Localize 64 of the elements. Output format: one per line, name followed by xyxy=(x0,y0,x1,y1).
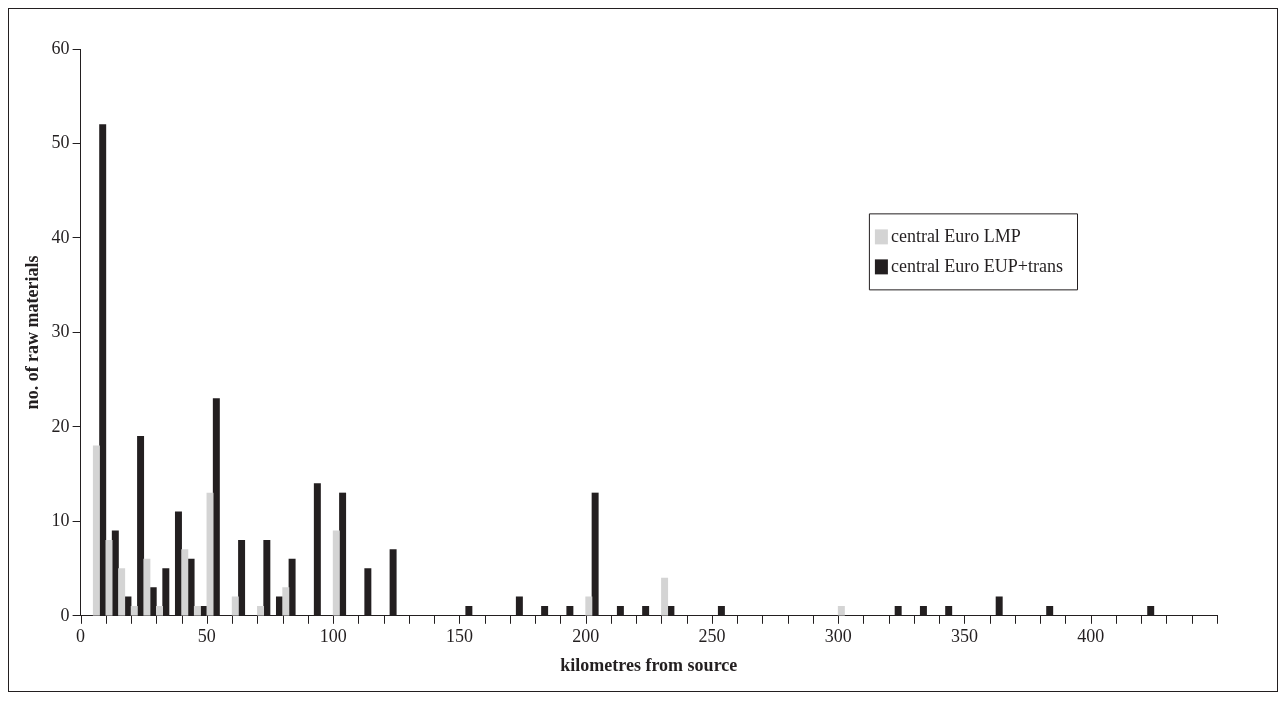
bar xyxy=(566,606,574,616)
bar xyxy=(1147,606,1155,616)
bar xyxy=(162,568,170,616)
y-tick-label: 50 xyxy=(51,132,70,153)
bar xyxy=(149,587,157,616)
x-axis-title: kilometres from source xyxy=(560,654,738,675)
bar xyxy=(174,511,182,616)
y-tick-label: 30 xyxy=(51,321,70,342)
bar xyxy=(263,539,271,616)
bar xyxy=(282,587,290,616)
legend-label: central Euro LMP xyxy=(890,226,1021,247)
x-tick-label: 150 xyxy=(445,626,473,647)
bar xyxy=(92,445,100,616)
bar xyxy=(515,596,523,616)
bar xyxy=(541,606,549,616)
bar xyxy=(717,606,725,616)
bar xyxy=(995,596,1003,616)
bar xyxy=(212,398,220,616)
bar xyxy=(389,549,397,616)
bar xyxy=(339,492,347,616)
bar xyxy=(661,577,669,616)
y-tick-label: 0 xyxy=(60,604,70,625)
x-tick-label: 50 xyxy=(197,626,216,647)
bar xyxy=(99,124,107,616)
x-tick-label: 100 xyxy=(319,626,347,647)
bar xyxy=(616,606,624,616)
bar xyxy=(137,435,145,616)
bar xyxy=(837,606,845,616)
bar xyxy=(143,558,151,616)
bar xyxy=(288,558,296,616)
y-tick-label: 40 xyxy=(51,226,70,247)
x-tick-label: 250 xyxy=(698,626,726,647)
bar xyxy=(181,549,189,616)
bar xyxy=(364,568,372,616)
x-tick-label: 0 xyxy=(76,626,86,647)
bar xyxy=(585,596,593,616)
y-tick-label: 20 xyxy=(51,415,70,436)
bar xyxy=(591,492,599,616)
x-tick-label: 350 xyxy=(950,626,978,647)
bar xyxy=(642,606,650,616)
bar xyxy=(187,558,195,616)
bar xyxy=(945,606,953,616)
bar xyxy=(332,530,340,616)
y-tick-label: 60 xyxy=(51,37,70,58)
bar xyxy=(465,606,473,616)
bar xyxy=(238,539,246,616)
bar xyxy=(231,596,239,616)
bar xyxy=(118,568,126,616)
x-tick-label: 400 xyxy=(1077,626,1105,647)
bar xyxy=(193,606,201,616)
bar xyxy=(156,606,163,616)
bar xyxy=(257,606,265,616)
bar xyxy=(1046,606,1054,616)
x-tick-label: 300 xyxy=(824,626,852,647)
bar xyxy=(111,530,119,616)
bar xyxy=(130,606,138,616)
bar xyxy=(313,483,321,616)
bar xyxy=(894,606,902,616)
bar xyxy=(206,492,214,616)
bar xyxy=(919,606,927,616)
legend-label: central Euro EUP+trans xyxy=(890,256,1064,277)
y-tick-label: 10 xyxy=(51,510,70,531)
x-tick-label: 200 xyxy=(572,626,600,647)
y-axis-title: no. of raw materials xyxy=(22,255,43,410)
